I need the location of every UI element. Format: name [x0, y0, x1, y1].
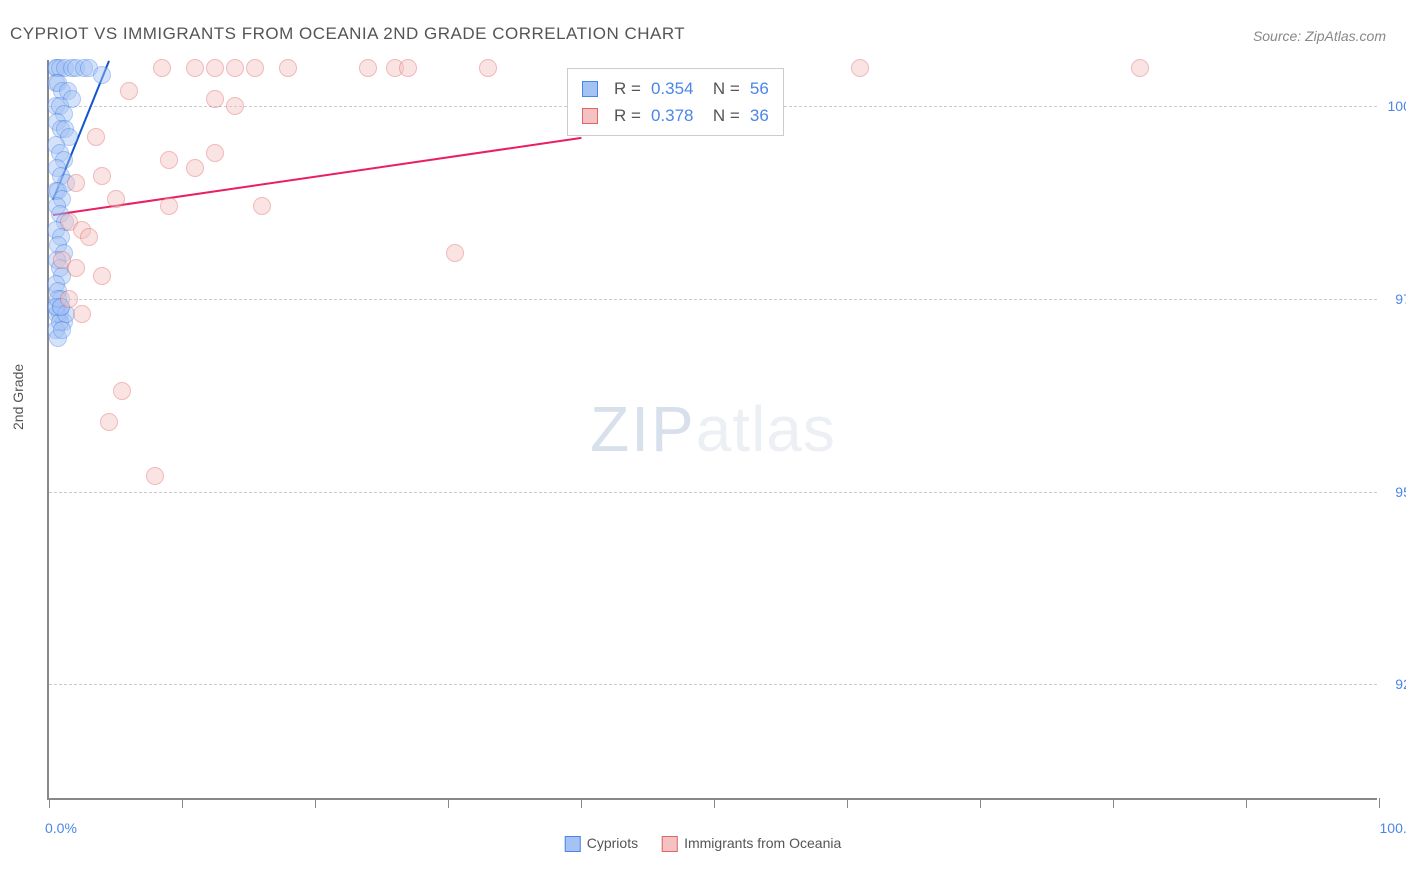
legend-item: Immigrants from Oceania	[662, 835, 841, 852]
x-tick	[315, 798, 316, 808]
scatter-point	[851, 59, 869, 77]
legend-swatch	[662, 836, 678, 852]
scatter-point	[100, 413, 118, 431]
gridline	[49, 684, 1377, 685]
x-tick	[448, 798, 449, 808]
scatter-point	[93, 66, 111, 84]
x-tick-label: 0.0%	[45, 820, 77, 836]
scatter-point	[113, 382, 131, 400]
scatter-point	[186, 59, 204, 77]
scatter-point	[107, 190, 125, 208]
scatter-point	[80, 228, 98, 246]
watermark-zip: ZIP	[590, 393, 696, 465]
scatter-point	[206, 90, 224, 108]
scatter-point	[160, 151, 178, 169]
chart-title: CYPRIOT VS IMMIGRANTS FROM OCEANIA 2ND G…	[10, 24, 685, 44]
legend-label: Cypriots	[587, 835, 638, 851]
scatter-point	[446, 244, 464, 262]
stat-r-value: 0.378	[651, 102, 694, 129]
scatter-point	[93, 167, 111, 185]
x-tick	[847, 798, 848, 808]
stat-n-label: N =	[703, 102, 739, 129]
scatter-point	[246, 59, 264, 77]
scatter-point	[60, 290, 78, 308]
scatter-point	[206, 59, 224, 77]
y-tick-label: 92.5%	[1381, 676, 1406, 692]
legend-label: Immigrants from Oceania	[684, 835, 841, 851]
x-tick-label: 100.0%	[1380, 820, 1406, 836]
stat-n-label: N =	[703, 75, 739, 102]
scatter-point	[206, 144, 224, 162]
legend-item: Cypriots	[565, 835, 638, 852]
stat-n-value: 36	[750, 102, 769, 129]
scatter-point	[1131, 59, 1149, 77]
trendline	[53, 137, 581, 216]
x-tick	[581, 798, 582, 808]
scatter-point	[399, 59, 417, 77]
scatter-point	[153, 59, 171, 77]
x-tick	[714, 798, 715, 808]
x-tick	[980, 798, 981, 808]
scatter-point	[226, 97, 244, 115]
y-tick-label: 97.5%	[1381, 291, 1406, 307]
x-tick	[1246, 798, 1247, 808]
legend-swatch	[582, 81, 598, 97]
stat-row: R = 0.378 N = 36	[582, 102, 769, 129]
scatter-point	[87, 128, 105, 146]
watermark: ZIPatlas	[590, 392, 836, 466]
scatter-point	[279, 59, 297, 77]
x-tick	[1379, 798, 1380, 808]
scatter-point	[93, 267, 111, 285]
bottom-legend: Cypriots Immigrants from Oceania	[565, 835, 842, 852]
stat-r-label: R =	[614, 75, 641, 102]
x-tick	[49, 798, 50, 808]
stat-row: R = 0.354 N = 56	[582, 75, 769, 102]
watermark-atlas: atlas	[696, 393, 836, 465]
scatter-point	[160, 197, 178, 215]
scatter-point	[253, 197, 271, 215]
y-axis-label: 2nd Grade	[10, 364, 26, 430]
stat-n-value: 56	[750, 75, 769, 102]
scatter-point	[226, 59, 244, 77]
plot-area: ZIPatlas R = 0.354 N = 56R = 0.378 N = 3…	[47, 60, 1377, 800]
gridline	[49, 299, 1377, 300]
y-tick-label: 95.0%	[1381, 484, 1406, 500]
x-tick	[1113, 798, 1114, 808]
legend-swatch	[565, 836, 581, 852]
scatter-point	[120, 82, 138, 100]
scatter-point	[53, 321, 71, 339]
stat-r-label: R =	[614, 102, 641, 129]
scatter-point	[73, 305, 91, 323]
gridline	[49, 492, 1377, 493]
y-tick-label: 100.0%	[1381, 98, 1406, 114]
chart-container: ZIPatlas R = 0.354 N = 56R = 0.378 N = 3…	[47, 60, 1377, 800]
x-tick	[182, 798, 183, 808]
scatter-point	[67, 259, 85, 277]
scatter-point	[359, 59, 377, 77]
scatter-point	[186, 159, 204, 177]
legend-swatch	[582, 108, 598, 124]
scatter-point	[67, 174, 85, 192]
stat-r-value: 0.354	[651, 75, 694, 102]
source-attribution: Source: ZipAtlas.com	[1253, 28, 1386, 44]
scatter-point	[146, 467, 164, 485]
scatter-point	[479, 59, 497, 77]
correlation-stat-box: R = 0.354 N = 56R = 0.378 N = 36	[567, 68, 784, 136]
